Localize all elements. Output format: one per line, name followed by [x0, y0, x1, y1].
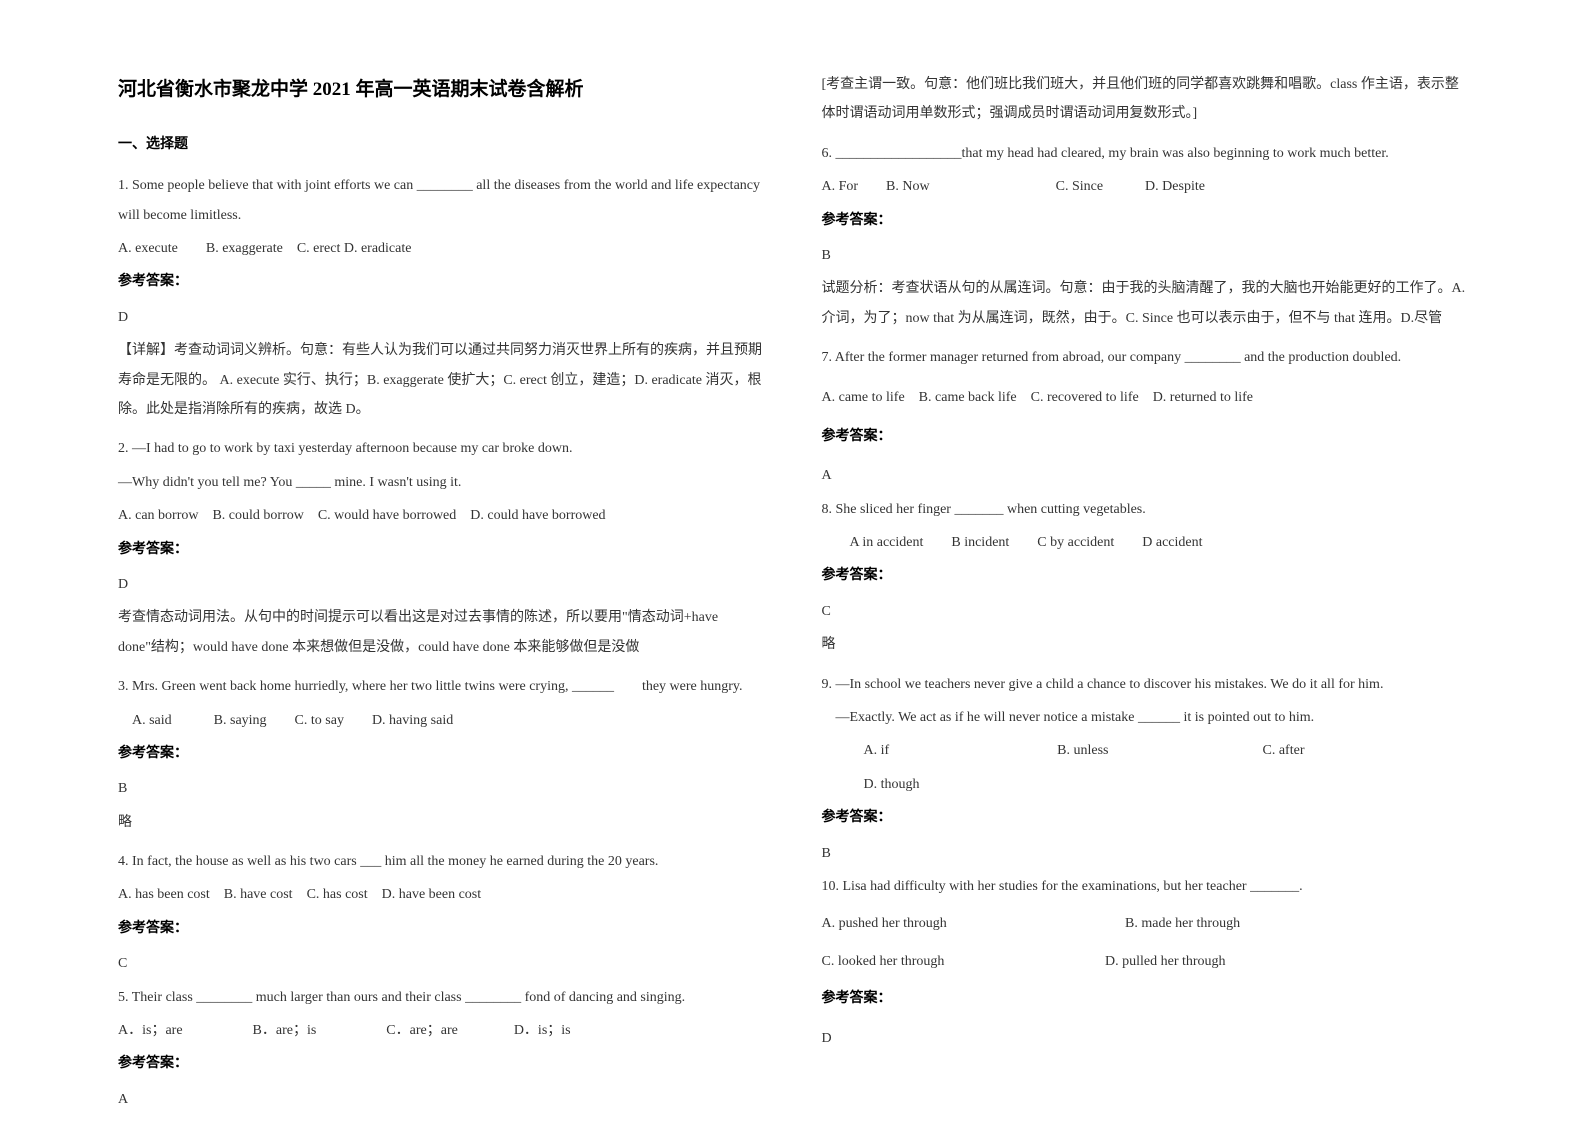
- question-1-options: A. execute B. exaggerate C. erect D. era…: [118, 234, 766, 263]
- question-8-answer: C: [822, 597, 1470, 626]
- question-5-answer: A: [118, 1085, 766, 1114]
- question-6-answer: B: [822, 241, 1470, 270]
- right-column: [考查主谓一致。句意：他们班比我们班大，并且他们班的同学都喜欢跳舞和唱歌。cla…: [794, 70, 1498, 1052]
- question-6-options: A. For B. Now C. Since D. Despite: [822, 172, 1470, 201]
- question-2-answer: D: [118, 570, 766, 599]
- question-10-optB: B. made her through: [1125, 909, 1240, 938]
- question-9-answer: B: [822, 839, 1470, 868]
- question-1-text: 1. Some people believe that with joint e…: [118, 171, 766, 230]
- question-9-options1: A. if B. unless C. after: [822, 736, 1470, 765]
- question-7-options: A. came to life B. came back life C. rec…: [822, 383, 1470, 412]
- question-2-line1: 2. —I had to go to work by taxi yesterda…: [118, 434, 766, 463]
- question-6-explanation: 试题分析：考查状语从句的从属连词。句意：由于我的头脑清醒了，我的大脑也开始能更好…: [822, 274, 1470, 333]
- question-4-answer-label: 参考答案：: [118, 914, 766, 943]
- question-9-answer-label: 参考答案：: [822, 803, 1470, 832]
- question-3-answer: B: [118, 774, 766, 803]
- left-column: 河北省衡水市聚龙中学 2021 年高一英语期末试卷含解析 一、选择题 1. So…: [90, 70, 794, 1052]
- question-10-answer-label: 参考答案：: [822, 984, 1470, 1013]
- question-10-answer: D: [822, 1024, 1470, 1053]
- question-10-optA: A. pushed her through: [822, 909, 1122, 938]
- question-9-line1: 9. —In school we teachers never give a c…: [822, 670, 1470, 699]
- question-5-answer-label: 参考答案：: [118, 1049, 766, 1078]
- question-7-answer: A: [822, 461, 1470, 490]
- question-8-answer-label: 参考答案：: [822, 561, 1470, 590]
- question-9-line2: —Exactly. We act as if he will never not…: [822, 703, 1470, 732]
- question-1-answer-label: 参考答案：: [118, 267, 766, 296]
- question-2-options: A. can borrow B. could borrow C. would h…: [118, 501, 766, 530]
- question-8-text: 8. She sliced her finger _______ when cu…: [822, 495, 1470, 524]
- section-heading: 一、选择题: [118, 130, 766, 159]
- question-10-optC: C. looked her through: [822, 947, 1102, 976]
- question-10-text: 10. Lisa had difficulty with her studies…: [822, 872, 1470, 901]
- question-1-answer: D: [118, 303, 766, 332]
- question-7-answer-label: 参考答案：: [822, 422, 1470, 451]
- question-10-optD: D. pulled her through: [1105, 947, 1226, 976]
- question-8-options: A in accident B incident C by accident D…: [822, 528, 1470, 557]
- question-3-options: A. said B. saying C. to say D. having sa…: [118, 706, 766, 735]
- question-3-text: 3. Mrs. Green went back home hurriedly, …: [118, 672, 766, 701]
- question-7-text: 7. After the former manager returned fro…: [822, 343, 1470, 372]
- question-4-answer: C: [118, 949, 766, 978]
- question-9-options2: D. though: [822, 770, 1470, 799]
- question-5-text: 5. Their class ________ much larger than…: [118, 983, 766, 1012]
- question-8-explanation: 略: [822, 630, 1470, 659]
- question-3-answer-label: 参考答案：: [118, 739, 766, 768]
- question-5-options: A．is；are B．are；is C．are；are D．is；is: [118, 1016, 766, 1045]
- question-4-text: 4. In fact, the house as well as his two…: [118, 847, 766, 876]
- question-3-explanation: 略: [118, 808, 766, 837]
- question-4-options: A. has been cost B. have cost C. has cos…: [118, 880, 766, 909]
- question-5-explanation: [考查主谓一致。句意：他们班比我们班大，并且他们班的同学都喜欢跳舞和唱歌。cla…: [822, 70, 1470, 129]
- question-6-answer-label: 参考答案：: [822, 206, 1470, 235]
- question-10-options-row2: C. looked her through D. pulled her thro…: [822, 947, 1470, 976]
- question-10-options-row1: A. pushed her through B. made her throug…: [822, 909, 1470, 938]
- question-2-answer-label: 参考答案：: [118, 535, 766, 564]
- question-1-explanation: 【详解】考查动词词义辨析。句意：有些人认为我们可以通过共同努力消灭世界上所有的疾…: [118, 336, 766, 424]
- question-2-explanation: 考查情态动词用法。从句中的时间提示可以看出这是对过去事情的陈述，所以要用"情态动…: [118, 603, 766, 662]
- question-6-text: 6. __________________that my head had cl…: [822, 139, 1470, 168]
- question-2-line2: —Why didn't you tell me? You _____ mine.…: [118, 468, 766, 497]
- page-title: 河北省衡水市聚龙中学 2021 年高一英语期末试卷含解析: [118, 70, 766, 110]
